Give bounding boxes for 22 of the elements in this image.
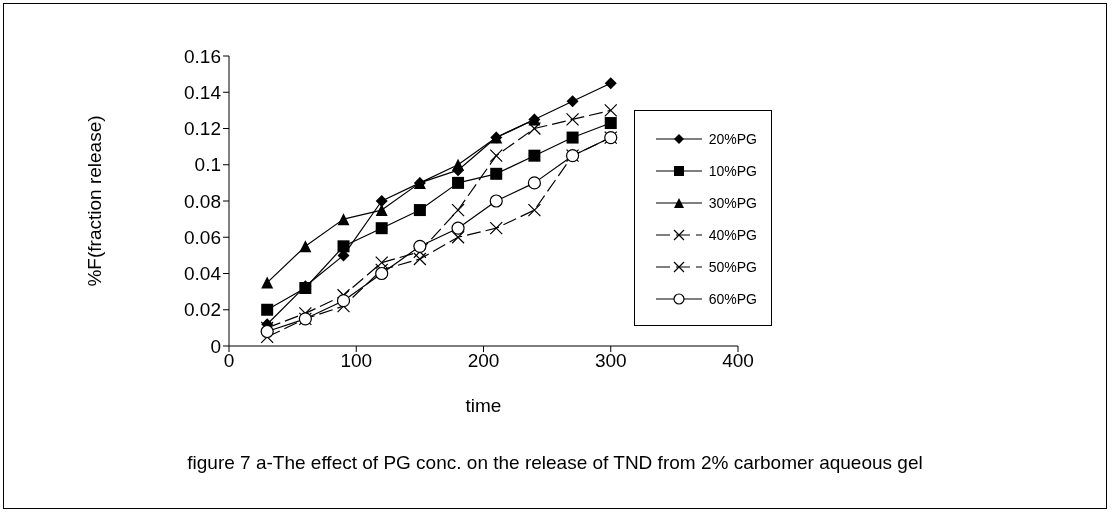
y-tick-label: 0 (210, 335, 221, 357)
x-tick-label: 100 (340, 350, 373, 372)
y-tick-label: 0.12 (184, 118, 221, 140)
legend-label: 50%PG (708, 259, 757, 275)
y-tick-label: 0.14 (184, 82, 222, 103)
y-tick-label: 0.02 (184, 299, 221, 321)
caption: figure 7 a-The effect of PG conc. on the release of TND from 2% carbomer aqueous gel (186, 452, 924, 474)
legend-label: 30%PG (708, 195, 757, 211)
y-tick-label: 0.08 (184, 190, 221, 212)
x-tick-label: 200 (467, 350, 500, 372)
x-axis-title: time (465, 395, 502, 416)
legend-label: 10%PG (708, 163, 757, 179)
y-tick-label: 0.06 (184, 226, 221, 248)
legend-label: 20%PG (708, 131, 757, 147)
y-axis-title: %F(fraction release) (83, 115, 105, 287)
x-tick-label: 300 (594, 350, 627, 372)
legend-label: 40%PG (708, 227, 757, 243)
x-tick-label: 400 (722, 350, 754, 372)
legend-label: 60%PG (708, 291, 757, 307)
y-tick-label: 0.04 (184, 263, 222, 285)
y-tick-label: 0.16 (184, 45, 221, 67)
y-tick-label: 0.1 (194, 154, 221, 176)
